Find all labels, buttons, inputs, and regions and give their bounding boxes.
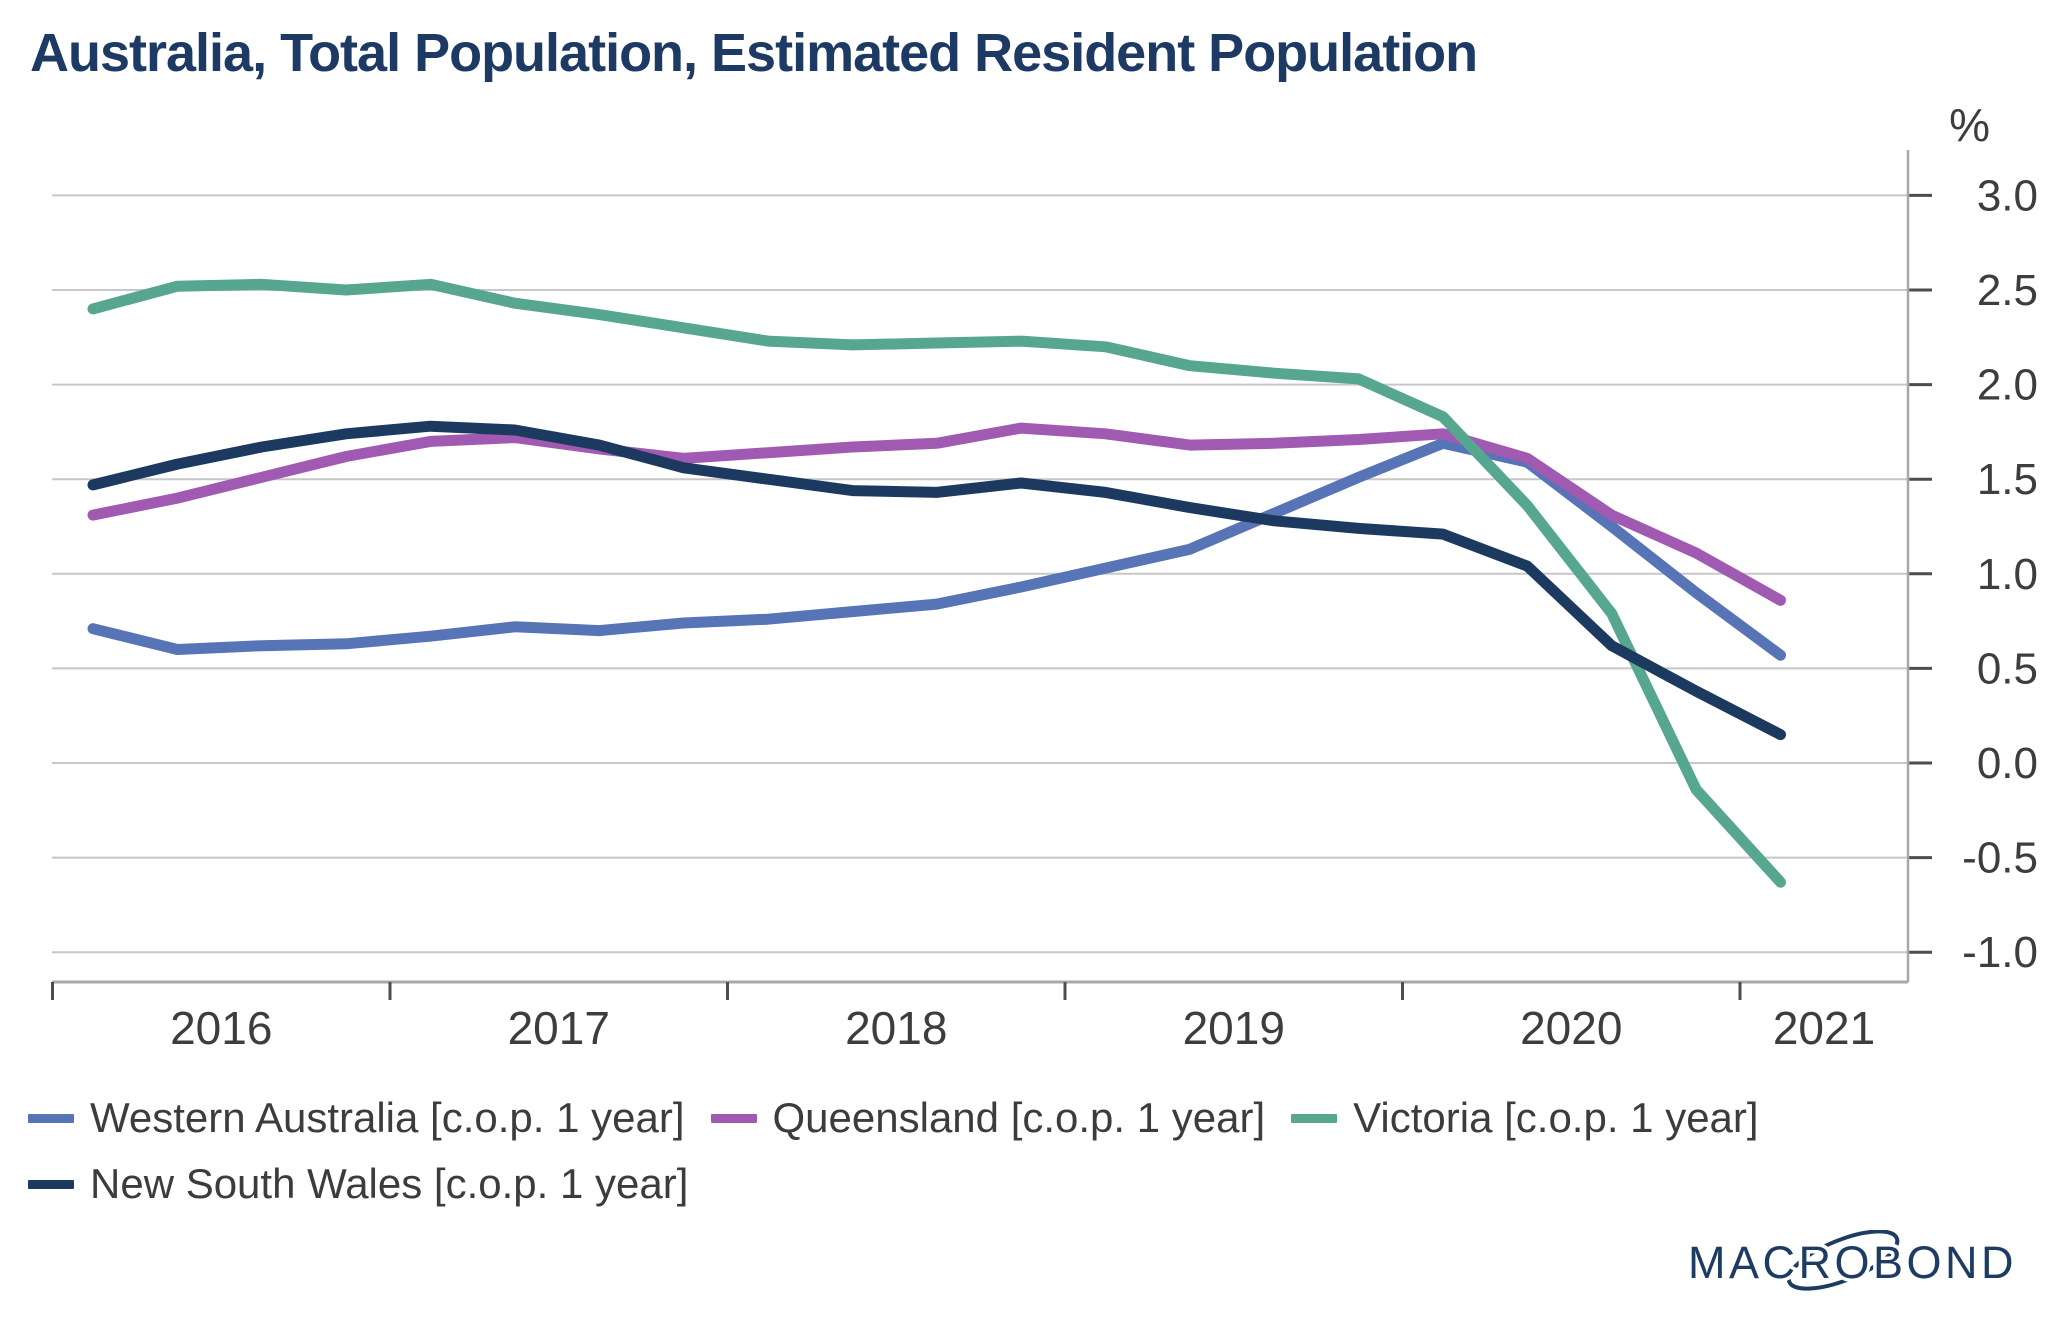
chart-legend: Western Australia [c.o.p. 1 year] Queensl…	[28, 1092, 2018, 1210]
y-axis-unit-label: %	[1949, 99, 1990, 151]
legend-row: Western Australia [c.o.p. 1 year] Queensl…	[28, 1092, 2018, 1144]
legend-item: New South Wales [c.o.p. 1 year]	[28, 1160, 688, 1208]
series-line-victoria	[87, 278, 1786, 888]
legend-item: Victoria [c.o.p. 1 year]	[1291, 1094, 1759, 1142]
y-tick-label: 2.0	[1977, 361, 2038, 410]
legend-item: Western Australia [c.o.p. 1 year]	[28, 1094, 685, 1142]
legend-label: Western Australia [c.o.p. 1 year]	[90, 1094, 685, 1141]
legend-label: Queensland [c.o.p. 1 year]	[772, 1094, 1266, 1141]
y-tick-label: -0.5	[1962, 834, 2038, 883]
legend-item: Queensland [c.o.p. 1 year]	[710, 1094, 1266, 1142]
y-tick-label: 2.5	[1977, 266, 2038, 315]
legend-swatch-icon	[710, 1113, 757, 1123]
legend-swatch-icon	[28, 1179, 74, 1189]
x-tick-label: 2020	[1520, 1002, 1622, 1054]
logo-text: MACROBOND	[1688, 1237, 2017, 1288]
chart-title: Australia, Total Population, Estimated R…	[30, 23, 1478, 83]
x-tick-label: 2019	[1183, 1002, 1285, 1054]
y-tick-label: 3.0	[1977, 171, 2038, 220]
x-tick-label: 2017	[508, 1002, 610, 1054]
legend-swatch-icon	[28, 1113, 74, 1123]
x-tick-label: 2016	[170, 1002, 272, 1054]
logo-orbit-icon	[1786, 1229, 1900, 1291]
x-tick-label: 2018	[845, 1002, 947, 1054]
legend-swatch-icon	[1291, 1113, 1338, 1123]
y-tick-label: -1.0	[1962, 928, 2038, 977]
legend-row: New South Wales [c.o.p. 1 year]	[28, 1158, 2018, 1210]
series-line-new	[87, 420, 1786, 741]
legend-label: New South Wales [c.o.p. 1 year]	[90, 1160, 689, 1207]
series-line-western	[87, 437, 1786, 661]
legend-label: Victoria [c.o.p. 1 year]	[1353, 1094, 1759, 1141]
y-tick-label: 0.5	[1977, 644, 2038, 693]
y-tick-label: 0.0	[1977, 739, 2038, 788]
x-tick-label: 2021	[1773, 1002, 1875, 1054]
y-tick-label: 1.5	[1977, 455, 2038, 504]
y-tick-label: 1.0	[1977, 550, 2038, 599]
macrobond-logo: MACROBOND	[1680, 1229, 2040, 1315]
series-line-queensland	[87, 422, 1786, 606]
